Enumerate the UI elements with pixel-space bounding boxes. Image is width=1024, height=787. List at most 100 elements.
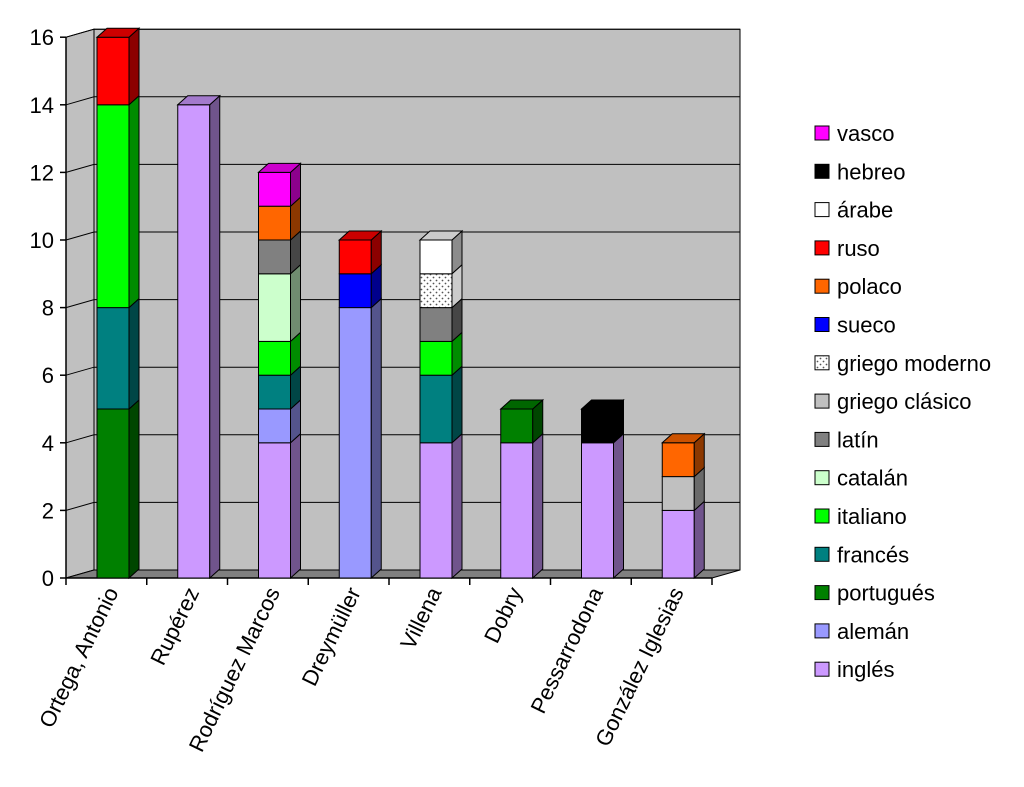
x-tick-label: Rupérez (145, 583, 204, 669)
bar-side (693, 500, 705, 580)
bar-side (370, 297, 382, 580)
bar-segment (258, 263, 301, 343)
legend-label: hebreo (837, 159, 906, 184)
x-tick-label: Dreymüller (297, 583, 366, 690)
bar-stack (95, 27, 141, 580)
bar-segment (499, 398, 545, 444)
floor (65, 569, 741, 579)
y-tick-label: 2 (42, 498, 54, 523)
y-tick-label: 6 (42, 363, 54, 388)
bar-front (96, 408, 130, 579)
bar-segment (257, 162, 302, 208)
bar-top (95, 27, 141, 38)
legend-swatch (814, 393, 830, 409)
gridline (65, 28, 740, 38)
bar-segment (96, 398, 140, 580)
bar-segment (258, 196, 301, 242)
legend-label: polaco (837, 274, 902, 299)
legend-item: italiano (814, 504, 907, 529)
bar-stack (580, 398, 625, 580)
legend-swatch (814, 546, 830, 562)
bar-front (419, 239, 453, 275)
y-tick-label: 8 (42, 296, 54, 321)
x-tick-label: Villena (395, 583, 447, 654)
bar-segment (258, 398, 301, 444)
legend-item: sueco (814, 313, 896, 338)
gridline (65, 163, 740, 173)
legend-swatch (814, 431, 830, 447)
bar-segment (418, 229, 464, 275)
legend-swatch (814, 585, 830, 601)
y-tick-label: 14 (30, 93, 54, 118)
bar-side (613, 432, 624, 580)
bar-front (258, 239, 291, 275)
legend-item: portugués (814, 581, 935, 606)
bar-stack (418, 229, 464, 580)
bar-side (290, 432, 301, 580)
gridline (65, 299, 740, 309)
bar-stack (660, 432, 706, 580)
legend-item: polaco (814, 274, 902, 299)
legend-label: latín (837, 427, 879, 452)
bar-front (500, 408, 534, 444)
bar-front (258, 442, 291, 579)
bar-front (258, 340, 291, 376)
bar-segment (95, 27, 141, 106)
y-tick-label: 10 (30, 228, 54, 253)
bar-segment (258, 365, 301, 411)
legend-swatch (814, 125, 830, 141)
legend-label: vasco (837, 121, 894, 146)
legend-label: portugués (837, 581, 935, 606)
bar-segment (660, 432, 706, 478)
bar-segment (419, 365, 463, 444)
bar-front (258, 171, 291, 207)
bar-front (581, 442, 614, 579)
bar-top (176, 95, 222, 106)
legend-item: francés (814, 542, 909, 567)
x-tick-label: Ortega, Antonio (34, 583, 123, 731)
bar-stack (257, 162, 302, 580)
bar-front (419, 340, 453, 376)
bar-front (338, 239, 372, 275)
gridline (65, 366, 740, 376)
bar-top (660, 433, 706, 444)
bar-segment (419, 297, 463, 343)
legend-label: sueco (837, 313, 896, 338)
bar-front (661, 509, 695, 579)
y-tick-label: 16 (30, 25, 54, 50)
bar-front (500, 442, 534, 579)
bar-side (532, 432, 544, 580)
legend-swatch (814, 202, 830, 218)
x-tick-label: Pessarrodona (525, 583, 608, 718)
y-tick-label: 4 (42, 431, 54, 456)
bar-top (257, 162, 302, 173)
bar-front (661, 476, 695, 511)
bar-front (338, 307, 372, 579)
bar-segment (96, 94, 140, 309)
bar-front (258, 374, 291, 410)
bars (95, 27, 706, 580)
bar-side (209, 94, 221, 580)
legend-swatch (814, 661, 830, 677)
bar-side (451, 432, 463, 580)
bar-segment (500, 432, 544, 580)
bar-front (177, 104, 211, 579)
legend-item: vasco (814, 121, 894, 146)
legend-swatch (814, 508, 830, 524)
bar-side (128, 398, 140, 580)
legend-label: inglés (837, 657, 894, 682)
bar-segment (258, 331, 301, 377)
bar-segment (337, 229, 383, 275)
legend-swatch (814, 278, 830, 294)
bar-side (128, 94, 140, 309)
legend-swatch (814, 470, 830, 486)
bar-segment (419, 432, 463, 580)
legend-item: griego clásico (814, 389, 972, 414)
bar-stack (499, 398, 545, 580)
bar-top (418, 230, 464, 241)
bar-segment (661, 500, 705, 580)
legend-label: árabe (837, 198, 893, 223)
legend-label: griego moderno (837, 351, 991, 376)
bar-front (258, 273, 291, 342)
bar-front (338, 273, 372, 309)
